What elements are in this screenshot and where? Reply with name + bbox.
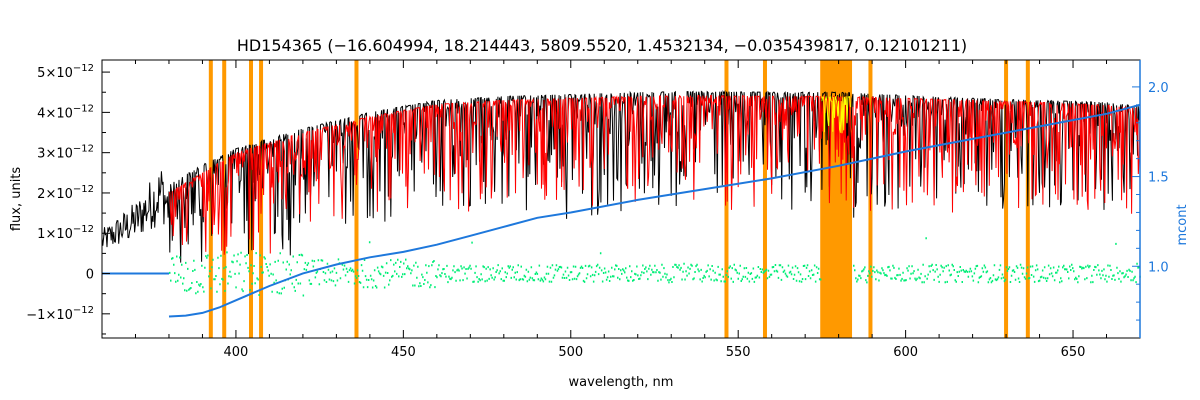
residual-series [169,237,1141,297]
model-flux-series [168,94,1141,255]
continuum-series [102,103,1141,318]
x-tick-label: 400 [224,345,249,360]
masked-line [724,60,729,338]
y-tick-label: 4×10−12 [37,103,94,121]
y-tick-label: −1×10−12 [26,305,94,323]
x-tick-label: 450 [391,345,416,360]
x-axis: 400 450 500 550 600 650 [101,60,1141,360]
y-axis-left: −1×10−12 0 1×10−12 2×10−12 3×10−12 4×10−12 5×1… [26,63,110,335]
masked-line [762,60,767,338]
masked-line [1004,60,1009,338]
x-tick-label: 550 [726,345,751,360]
x-axis-label: wavelength, nm [569,375,674,390]
y2-tick-label: 1.5 [1148,171,1169,186]
y-tick-label: 0 [86,268,94,283]
y-tick-label: 3×10−12 [37,144,94,162]
y-axis-label: flux, units [9,167,24,232]
mcont-line [168,103,1141,318]
chart-title: HD154365 (−16.604994, 18.214443, 5809.55… [237,36,967,55]
model-flux-line [168,94,1141,255]
masked-model-line [821,95,851,134]
x-tick-label: 500 [558,345,583,360]
y-tick-label: 5×10−12 [37,63,94,81]
masked-line [354,60,359,338]
y-axis-right: 1.0 1.5 2.0 [1132,60,1169,338]
residual-points [169,237,1141,297]
y-tick-label: 2×10−12 [37,184,94,202]
y2-tick-label: 2.0 [1148,81,1169,96]
y2-axis-label: mcont [1175,204,1190,245]
y-tick-label: 1×10−12 [37,224,94,242]
y2-tick-label: 1.0 [1148,260,1169,275]
x-tick-label: 600 [893,345,918,360]
x-tick-label: 650 [1061,345,1086,360]
